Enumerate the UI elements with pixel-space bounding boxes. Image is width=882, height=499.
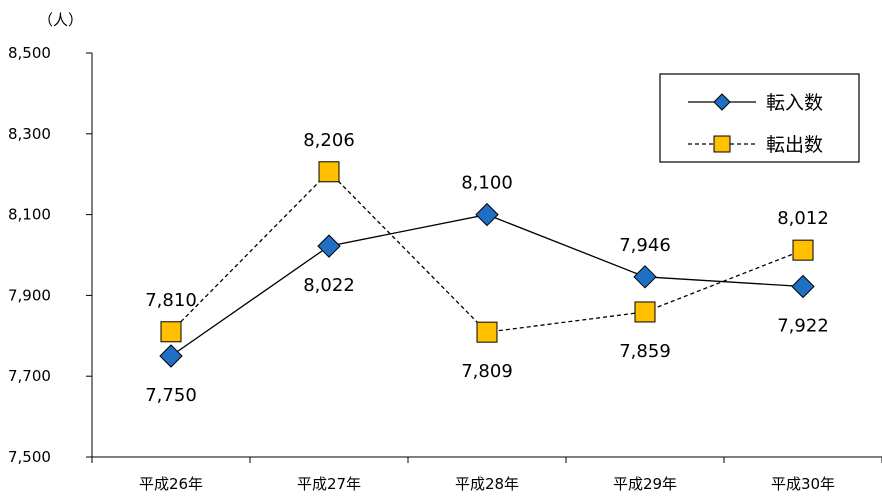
x-tick-label: 平成28年: [455, 475, 519, 493]
legend-label: 転出数: [766, 134, 823, 156]
y-tick-label: 8,300: [8, 125, 51, 143]
y-unit-label: （人）: [38, 11, 83, 29]
series-tenshutsu: 7,810 8,206 7,809 7,859 8,012: [145, 130, 829, 382]
series-layer: 7,750 8,022 8,100 7,946 7,922 7,810 8,206 7,809…: [145, 130, 829, 406]
y-tick-label: 8,100: [8, 206, 51, 224]
legend-diamond-icon: [713, 93, 731, 111]
legend-item: 転入数: [688, 92, 823, 114]
diamond-marker: [791, 274, 815, 299]
data-label: 7,859: [619, 341, 671, 362]
data-label: 7,750: [145, 385, 197, 406]
x-tick-label: 平成29年: [613, 475, 677, 493]
square-marker: [318, 161, 340, 183]
y-tick-label: 7,500: [8, 448, 51, 466]
series-line: [170, 170, 804, 333]
square-marker: [476, 321, 498, 343]
axes: 7,500 7,700 7,900 8,100 8,300 8,500 平成26年 平成27年…: [8, 44, 882, 493]
data-label: 7,809: [461, 361, 513, 382]
diamond-marker: [317, 234, 341, 258]
y-tick-label: 8,500: [8, 44, 51, 62]
data-label: 8,100: [461, 173, 513, 194]
x-tick-label: 平成27年: [297, 475, 361, 493]
data-label: 8,012: [777, 208, 829, 229]
data-label: 7,810: [145, 290, 197, 311]
data-label: 7,922: [777, 316, 829, 337]
square-marker: [634, 301, 656, 323]
x-tick-label: 平成26年: [139, 475, 203, 493]
data-label: 8,022: [303, 275, 355, 296]
diamond-marker: [633, 265, 657, 289]
series-tennyu: 7,750 8,022 8,100 7,946 7,922: [145, 173, 829, 406]
legend-box: [659, 73, 860, 163]
diamond-marker: [475, 202, 499, 227]
square-marker: [160, 321, 182, 343]
legend-square-icon: [713, 135, 731, 153]
y-tick-label: 7,700: [8, 367, 51, 385]
diamond-marker: [159, 344, 183, 368]
data-label: 7,946: [619, 235, 671, 256]
x-tick-label: 平成30年: [771, 475, 835, 493]
square-marker: [792, 239, 814, 261]
legend-label: 転入数: [766, 92, 823, 114]
y-tick-label: 7,900: [8, 286, 51, 304]
data-label: 8,206: [303, 130, 355, 151]
legend-item: 転出数: [688, 134, 823, 156]
